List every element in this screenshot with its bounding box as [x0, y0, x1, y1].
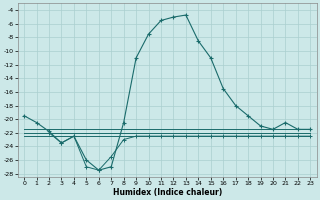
X-axis label: Humidex (Indice chaleur): Humidex (Indice chaleur) [113, 188, 222, 197]
